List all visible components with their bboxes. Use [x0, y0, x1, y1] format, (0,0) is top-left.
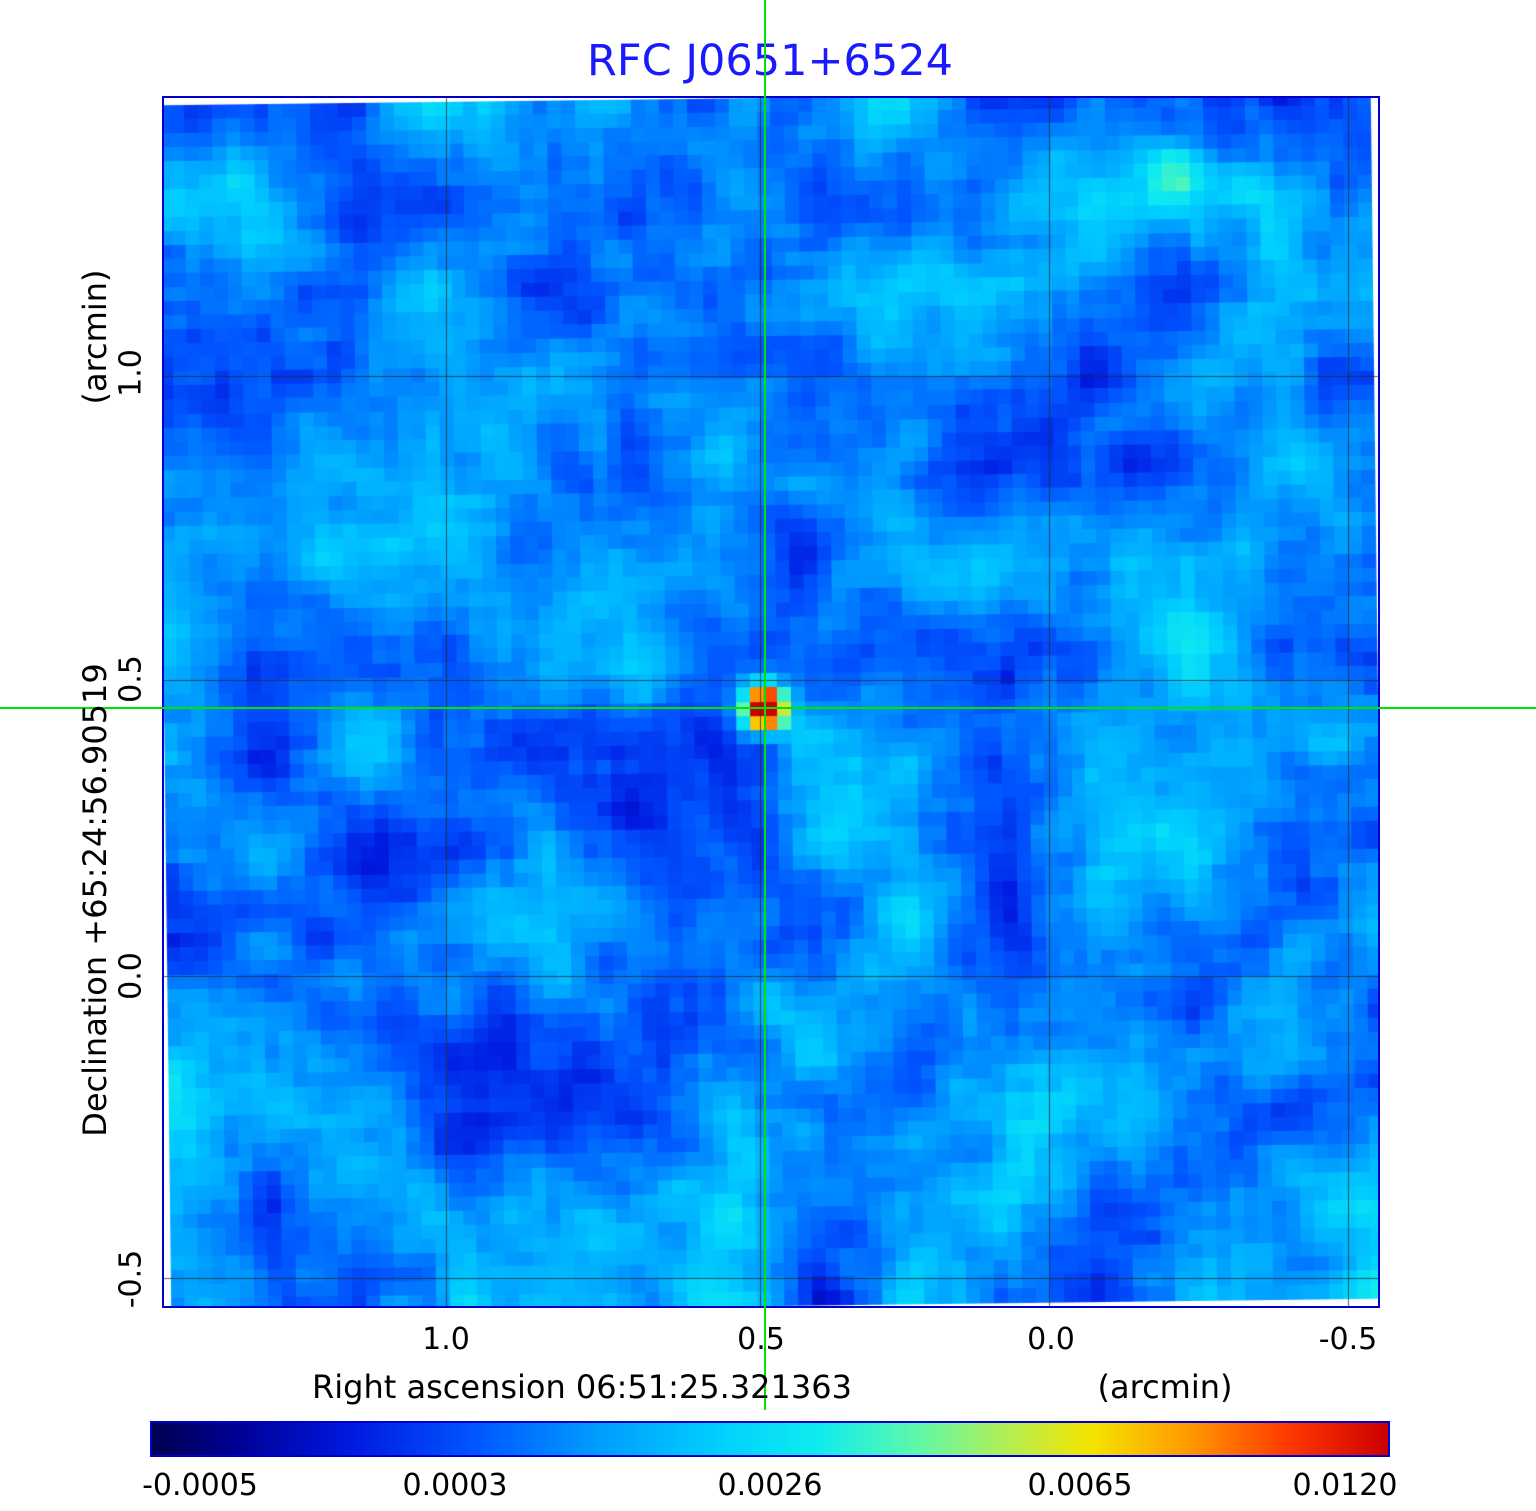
x-tick-label-3: 0.0 — [1027, 1322, 1075, 1357]
y-tick-label-2: 0.5 — [113, 655, 149, 703]
colorbar — [150, 1421, 1390, 1457]
figure-title: RFC J0651+6524 — [587, 36, 953, 86]
crosshair-vertical-line — [764, 0, 766, 1410]
x-tick-label-2: 0.5 — [737, 1322, 785, 1357]
x-tick-label-4: -0.5 — [1318, 1322, 1378, 1357]
crosshair-horizontal-line — [0, 707, 1536, 709]
x-axis-unit-label: (arcmin) — [1097, 1368, 1233, 1406]
y-tick-label-4: -0.5 — [113, 1249, 149, 1309]
colorbar-gradient — [152, 1423, 1388, 1455]
sky-map-canvas — [164, 98, 1378, 1306]
map-frame — [162, 96, 1380, 1308]
y-tick-label-3: 0.0 — [113, 952, 149, 1000]
colorbar-tick-label-2: 0.0003 — [402, 1468, 508, 1503]
colorbar-tick-label-4: 0.0065 — [1027, 1468, 1133, 1503]
colorbar-tick-label-1: -0.0005 — [142, 1468, 258, 1503]
colorbar-tick-label-5: 0.0120 — [1292, 1468, 1398, 1503]
y-axis-unit-label: (arcmin) — [76, 269, 114, 405]
colorbar-tick-label-3: 0.0026 — [717, 1468, 823, 1503]
x-axis-label: Right ascension 06:51:25.321363 — [312, 1368, 852, 1406]
y-axis-label: Declination +65:24:56.90519 — [76, 663, 114, 1137]
x-tick-label-1: 1.0 — [422, 1322, 470, 1357]
y-tick-label-1: 1.0 — [113, 349, 149, 397]
